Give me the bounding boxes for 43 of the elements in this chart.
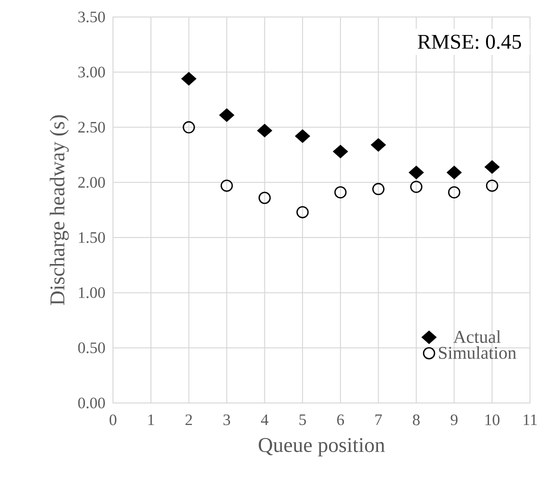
legend-label: Actual [453,330,501,343]
point [295,129,310,143]
y-tick-label: 1.50 [79,232,105,243]
point [258,192,271,204]
point [372,182,384,196]
x-tick-label: 1 [148,414,154,425]
point [410,180,422,193]
point [182,121,195,134]
x-tick-label: 6 [337,414,344,426]
point [296,206,309,218]
point [257,124,272,138]
y-tick-label: 0.00 [78,398,105,408]
y-tick-label: 1.00 [79,287,105,298]
point [484,160,500,174]
x-tick-label: 10 [486,414,500,426]
x-tick-label: 9 [450,414,458,426]
x-tick-label: 3 [224,414,230,426]
point [333,144,348,158]
point [220,180,233,192]
x-tick-label: 0 [110,414,116,426]
x-axis-title: Queue position [258,438,385,456]
point [334,186,347,198]
x-tick-label: 7 [375,414,382,425]
legend-label: Simulation [438,346,516,359]
x-tick-label: 5 [299,414,306,426]
x-tick-label: 4 [260,414,268,425]
point [370,138,386,152]
point [446,166,462,180]
x-tick-label: 11 [524,414,537,425]
y-tick-label: 3.00 [78,66,105,78]
y-axis-title: Discharge headway (s) [50,115,69,306]
point [486,180,498,192]
x-tick-label: 2 [186,414,192,426]
x-tick-label: 8 [412,414,420,426]
point [181,72,196,86]
point [219,108,234,122]
y-tick-label: 2.50 [78,122,105,133]
annotation: RMSE: 0.45 [418,34,522,49]
point [448,186,460,198]
y-tick-label: 2.00 [78,177,105,188]
point [408,166,424,180]
y-tick-label: 0.50 [78,342,105,354]
y-tick-label: 3.50 [78,12,105,22]
